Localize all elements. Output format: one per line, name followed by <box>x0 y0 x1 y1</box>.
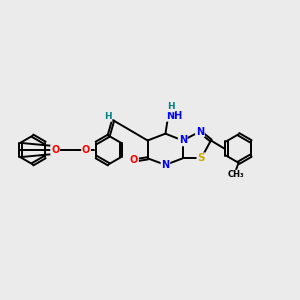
Text: O: O <box>51 145 59 155</box>
Text: N: N <box>161 160 169 170</box>
Text: CH₃: CH₃ <box>227 170 244 179</box>
Text: NH: NH <box>166 111 182 121</box>
Text: N: N <box>178 136 187 146</box>
Text: S: S <box>197 153 205 163</box>
Text: H: H <box>104 112 112 121</box>
Text: O: O <box>130 155 138 165</box>
Text: H: H <box>167 102 175 111</box>
Text: O: O <box>82 145 90 155</box>
Text: N: N <box>196 127 204 136</box>
